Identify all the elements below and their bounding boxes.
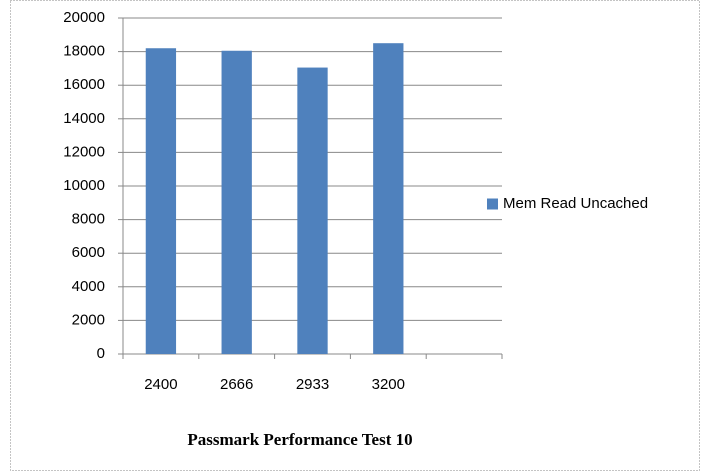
- y-tick-label: 0: [97, 345, 105, 362]
- y-tick-label: 20000: [63, 9, 105, 26]
- legend-label: Mem Read Uncached: [503, 195, 648, 212]
- y-tick-label: 18000: [63, 43, 105, 60]
- bar: [297, 67, 328, 354]
- bar: [373, 43, 404, 354]
- y-tick-label: 14000: [63, 110, 105, 127]
- y-tick-label: 10000: [63, 177, 105, 194]
- y-tick-label: 4000: [72, 278, 105, 295]
- bar: [221, 50, 252, 354]
- x-tick-label: 3200: [372, 376, 405, 393]
- x-tick-label: 2400: [144, 376, 177, 393]
- x-tick-label: 2666: [220, 376, 253, 393]
- frame: [10, 0, 700, 471]
- y-tick-label: 12000: [63, 143, 105, 160]
- bar: [145, 48, 177, 355]
- y-tick-label: 8000: [72, 211, 105, 228]
- y-tick-label: 2000: [72, 311, 105, 328]
- y-tick-label: 6000: [72, 244, 105, 261]
- x-tick-label: 2933: [296, 376, 329, 393]
- y-tick-label: 16000: [63, 76, 105, 93]
- legend-swatch: [487, 198, 498, 210]
- chart-title: Passmark Performance Test 10: [187, 430, 412, 449]
